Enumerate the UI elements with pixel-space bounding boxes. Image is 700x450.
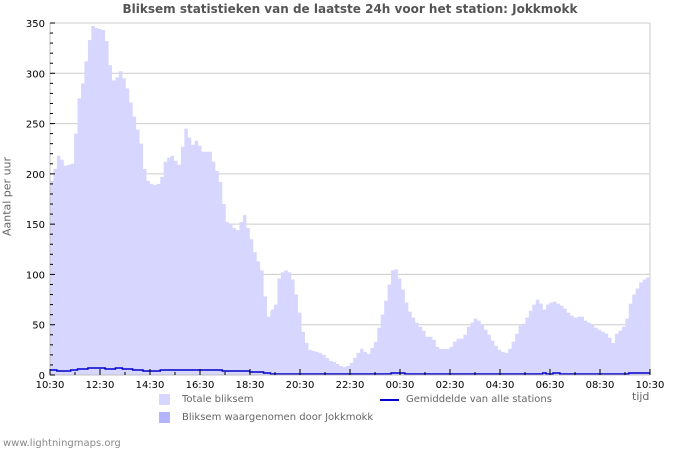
y-axis-label: Aantal per uur — [0, 156, 14, 237]
x-axis-ticks: 10:30 12:30 14:30 16:30 18:30 20:30 22:30 00:30… — [36, 369, 665, 391]
x-tick-label: 14:30 — [136, 380, 165, 391]
x-tick-label: 00:30 — [386, 380, 415, 391]
chart-title: Bliksem statistieken van de laatste 24h … — [122, 2, 578, 16]
y-axis-ticks: 0 50 100 150 200 250 300 350 — [26, 19, 55, 382]
x-tick-label: 04:30 — [486, 380, 515, 391]
legend-average-line — [380, 399, 399, 401]
x-tick-label: 08:30 — [586, 380, 615, 391]
y-tick-label: 150 — [26, 220, 45, 231]
y-tick-label: 350 — [26, 19, 45, 30]
x-tick-label: 02:30 — [436, 380, 465, 391]
y-tick-label: 300 — [26, 69, 45, 80]
legend-station-swatch — [159, 412, 170, 423]
x-tick-label: 16:30 — [186, 380, 215, 391]
x-tick-label: 10:30 — [636, 380, 665, 391]
x-tick-label: 06:30 — [536, 380, 565, 391]
legend-average-label: Gemiddelde van alle stations — [406, 394, 552, 405]
y-tick-label: 0 — [39, 371, 45, 382]
x-tick-label: 18:30 — [236, 380, 265, 391]
x-tick-label: 12:30 — [86, 380, 115, 391]
x-tick-label: 22:30 — [336, 380, 365, 391]
legend-total-label: Totale bliksem — [182, 394, 254, 405]
footer-source-link[interactable]: www.lightningmaps.org — [3, 438, 121, 449]
y-tick-label: 50 — [32, 321, 45, 332]
total-lightning-area — [50, 26, 650, 375]
x-tick-label: 20:30 — [286, 380, 315, 391]
legend-total-swatch — [159, 394, 170, 405]
y-tick-label: 200 — [26, 170, 45, 181]
legend-station-label: Bliksem waargenomen door Jokkmokk — [182, 412, 374, 423]
x-axis-label: tijd — [632, 390, 650, 403]
y-tick-label: 250 — [26, 120, 45, 131]
average-stations-line — [50, 367, 650, 375]
x-tick-label: 10:30 — [36, 380, 65, 391]
y-tick-label: 100 — [26, 270, 45, 281]
